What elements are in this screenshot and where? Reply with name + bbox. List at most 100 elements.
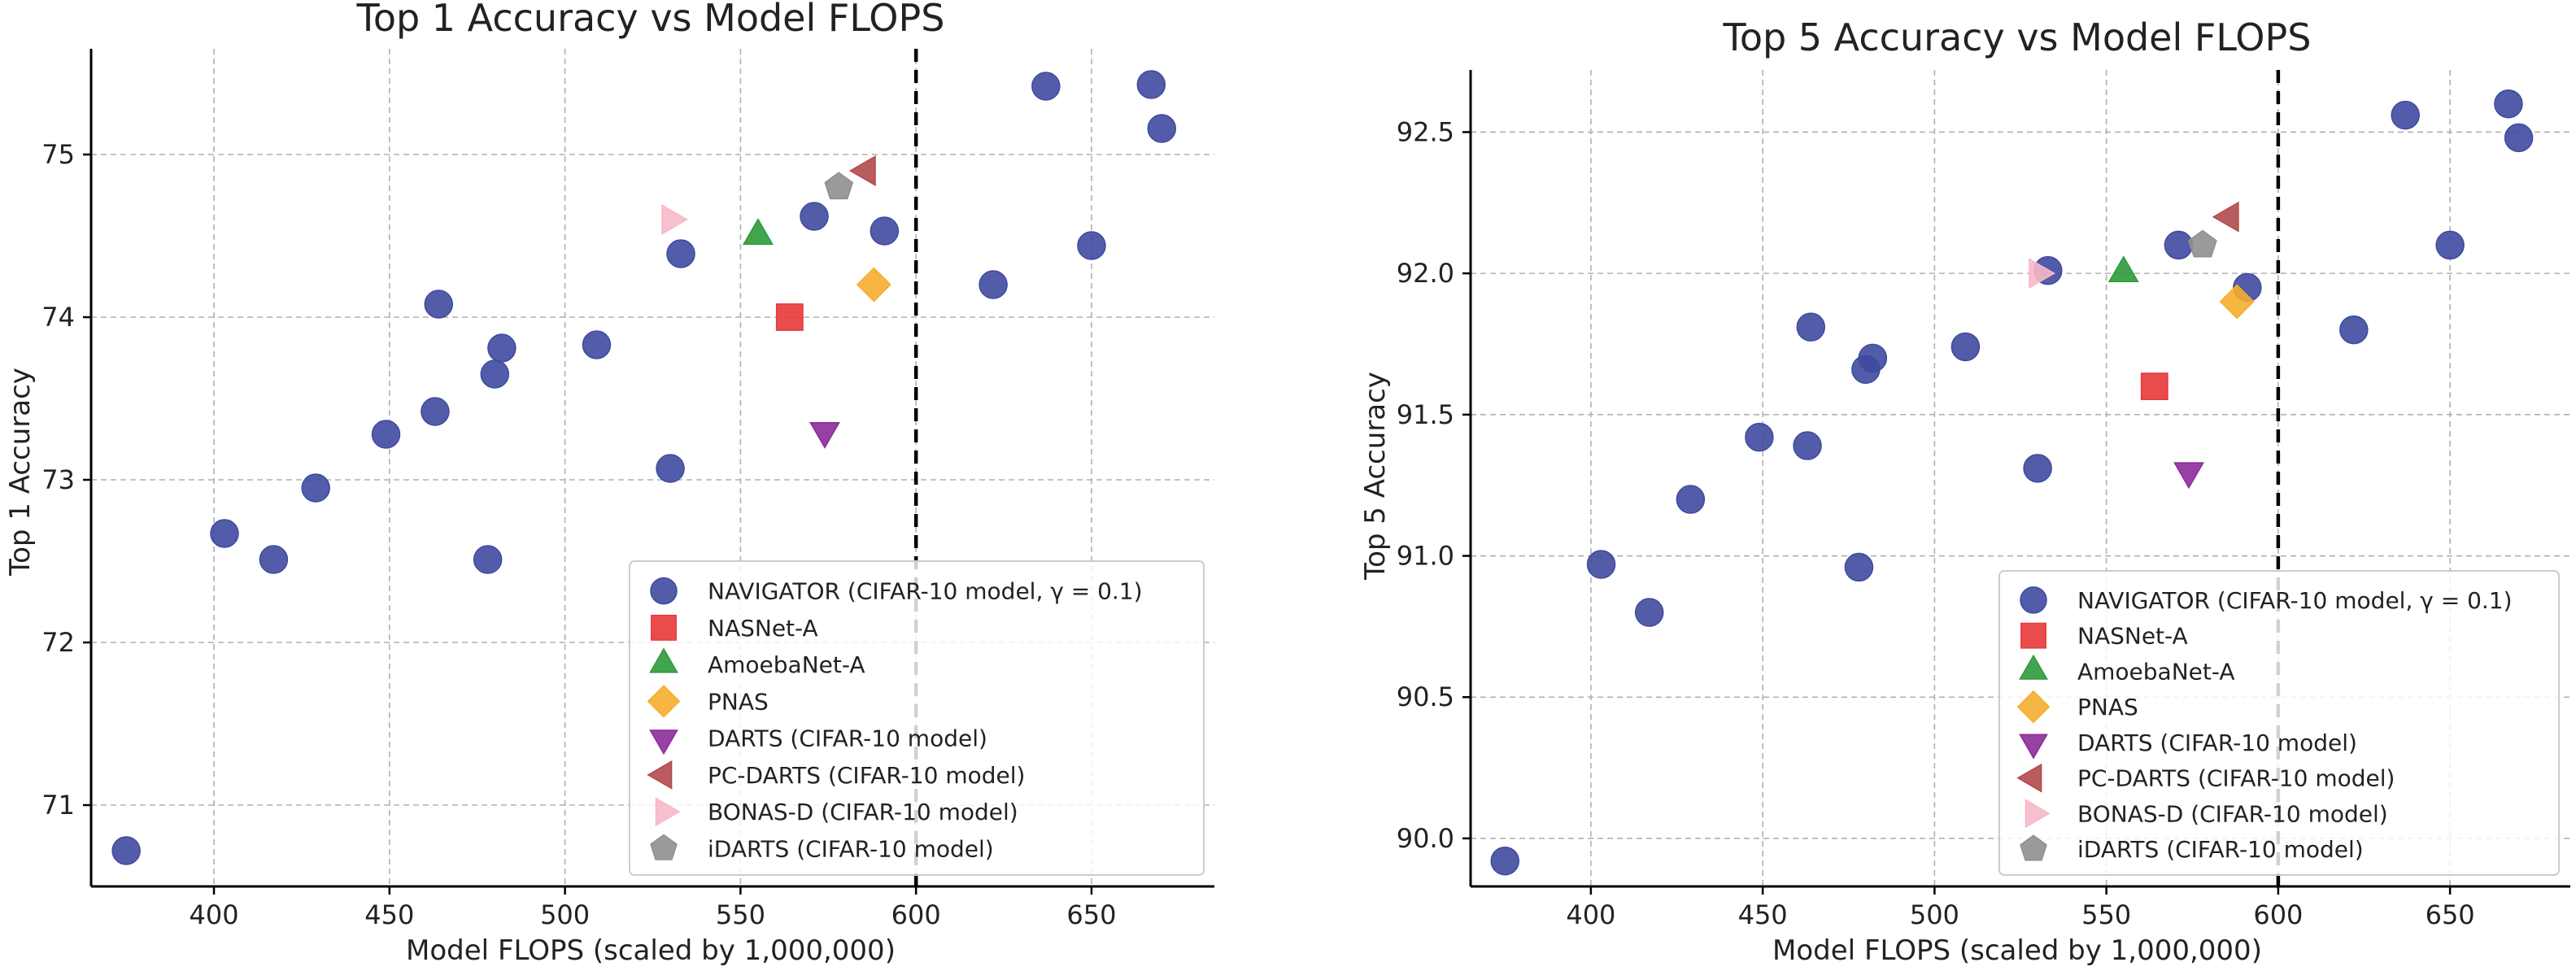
x-tick-label: 550 [2081,899,2131,930]
data-point [661,203,688,236]
data-point [1634,598,1664,627]
series-6 [2029,258,2056,290]
data-point [870,216,900,246]
legend-marker [649,647,678,673]
data-point [656,454,685,483]
data-point [809,422,840,449]
legend-marker [2020,834,2047,861]
legend-marker [655,797,681,827]
legend-label: iDARTS (CIFAR-10 model) [2077,836,2364,863]
data-point [775,303,804,331]
data-point [2504,123,2534,153]
y-tick-label: 92.0 [1397,258,1454,289]
data-point [2391,100,2420,130]
legend-marker [2019,734,2048,760]
data-point [742,218,774,245]
data-point [979,270,1008,299]
legend-marker [2025,799,2051,829]
chart-title: Top 1 Accuracy vs Model FLOPS [356,0,945,40]
data-point [2173,462,2205,490]
series-1 [2140,372,2168,400]
x-tick-label: 550 [716,899,765,930]
legend-label: AmoebaNet-A [708,651,865,678]
data-point [1676,485,1706,514]
data-point [2435,230,2465,260]
x-tick-label: 500 [540,899,590,930]
y-tick-label: 73 [41,464,75,495]
y-axis-label: Top 1 Accuracy [4,368,37,577]
x-axis-label: Model FLOPS (scaled by 1,000,000) [406,934,896,967]
x-tick-label: 400 [190,899,239,930]
legend-label: NAVIGATOR (CIFAR-10 model, γ = 0.1) [708,578,1143,605]
series-4 [809,422,840,449]
y-tick-label: 91.0 [1397,541,1454,572]
data-point [2188,229,2217,258]
data-point [582,330,612,359]
data-point [111,836,141,865]
data-point [1844,552,1874,582]
data-point [856,267,891,303]
legend: NAVIGATOR (CIFAR-10 model, γ = 0.1) NASNe… [629,560,1205,876]
data-point [1745,422,1774,452]
x-tick-label: 450 [1738,899,1788,930]
x-tick-label: 650 [2426,899,2475,930]
legend-marker [2020,622,2046,649]
data-point [824,172,854,200]
data-point [424,290,453,319]
data-point [2164,230,2194,260]
series-0 [1490,89,2534,876]
series-2 [742,218,774,245]
legend-marker [649,729,678,755]
legend: NAVIGATOR (CIFAR-10 model, γ = 0.1) NASNe… [1998,570,2560,876]
y-tick-label: 71 [41,790,75,821]
legend-label: PC-DARTS (CIFAR-10 model) [708,762,1025,789]
y-axis-label: Top 5 Accuracy [1359,372,1392,581]
legend-marker [2016,763,2042,793]
y-tick-label: 75 [41,139,75,170]
series-0 [111,70,1177,865]
data-point [1796,312,1826,342]
x-axis-label: Model FLOPS (scaled by 1,000,000) [1772,934,2262,967]
data-point [487,333,517,363]
data-point [301,473,330,503]
data-point [666,239,695,268]
data-point [1793,431,1822,460]
data-point [1136,70,1166,99]
y-tick-label: 72 [41,627,75,658]
legend-label: DARTS (CIFAR-10 model) [708,725,987,752]
legend-marker [650,834,678,860]
data-point [2494,89,2523,119]
data-point [2029,258,2056,290]
chart-title: Top 5 Accuracy vs Model FLOPS [1723,15,2312,59]
data-point [210,519,239,548]
chart-top5: Top 5 Accuracy vs Model FLOPS Model FLOP… [1359,15,2570,967]
chart-top1: Top 1 Accuracy vs Model FLOPS Model FLOP… [4,0,1214,967]
series-7 [824,172,854,200]
x-tick-label: 500 [1910,899,1959,930]
x-tick-label: 600 [891,899,941,930]
y-tick-label: 74 [41,302,75,333]
y-tick-label: 92.5 [1397,116,1454,147]
x-tick-label: 600 [2253,899,2303,930]
legend-marker [651,614,677,641]
data-point [1077,231,1106,260]
legend-label: NAVIGATOR (CIFAR-10 model, γ = 0.1) [2077,587,2513,614]
legend-frame [629,560,1205,876]
legend-label: AmoebaNet-A [2077,658,2235,685]
series-3 [2219,284,2255,320]
data-point [2339,315,2369,345]
data-point [1031,72,1061,101]
legend-frame [1998,570,2560,876]
data-point [1951,332,1981,362]
data-point [1147,114,1177,143]
y-tick-label: 90.0 [1397,823,1454,854]
legend-label: BONAS-D (CIFAR-10 model) [2077,800,2388,827]
series-1 [775,303,804,331]
legend-marker [647,685,681,718]
x-tick-label: 650 [1066,899,1116,930]
data-point [1586,550,1616,579]
legend-marker [2020,586,2047,614]
data-point [259,545,289,574]
legend-label: PC-DARTS (CIFAR-10 model) [2077,765,2395,792]
data-point [848,155,876,187]
